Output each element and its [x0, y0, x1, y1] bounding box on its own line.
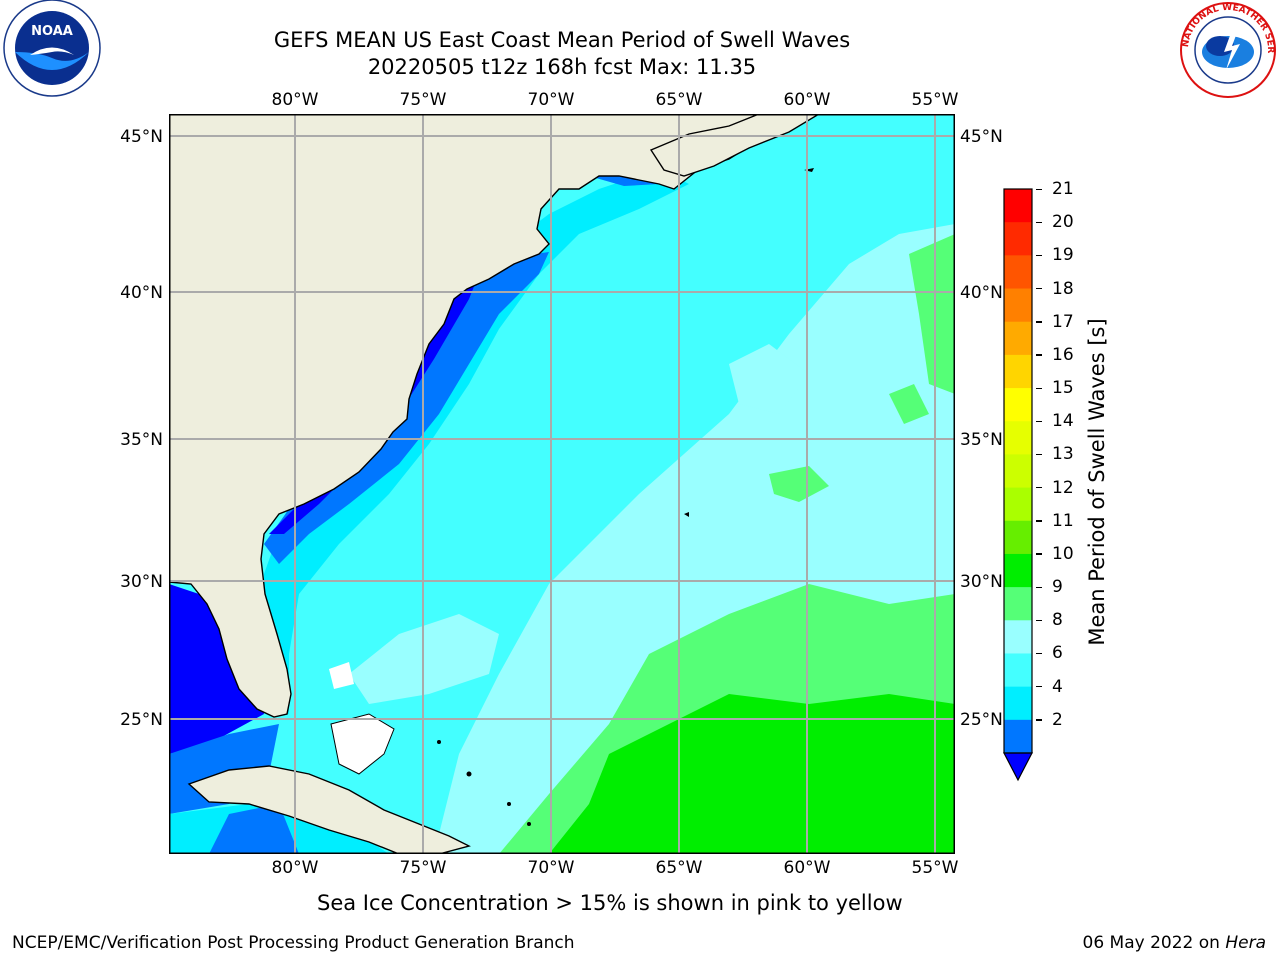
- lat-tick-left: 40°N: [120, 283, 163, 303]
- lat-tick-left: 25°N: [120, 710, 163, 730]
- machine-name: Hera: [1225, 933, 1266, 953]
- lon-tick-bottom: 60°W: [783, 858, 831, 878]
- date-text: 06 May 2022 on Hera: [1083, 933, 1267, 953]
- colorbar-segment: [1004, 222, 1032, 256]
- chart-title: GEFS MEAN US East Coast Mean Period of S…: [273, 28, 851, 52]
- colorbar-segment: [1004, 620, 1032, 654]
- colorbar-label: Mean Period of Swell Waves [s]: [1085, 318, 1109, 646]
- lat-tick-right: 45°N: [960, 127, 1003, 147]
- noaa-logo-text: NOAA: [31, 24, 73, 39]
- lat-tick-left: 35°N: [120, 430, 163, 450]
- lon-tick-top: 55°W: [911, 90, 959, 110]
- colorbar-segment: [1004, 520, 1032, 555]
- colorbar-tick-mark: [1036, 321, 1042, 323]
- colorbar-tick-label: 19: [1052, 245, 1074, 266]
- colorbar-tick-mark: [1036, 420, 1042, 423]
- swell-period-map: [169, 114, 955, 854]
- colorbar-tick-label: 18: [1052, 278, 1074, 299]
- colorbar-tick-label: 2: [1052, 709, 1063, 730]
- nws-logo-icon: NATIONAL WEATHER SERVICE: [1176, 0, 1276, 98]
- colorbar-tick-mark: [1036, 719, 1042, 721]
- colorbar-segment: [1004, 653, 1032, 688]
- colorbar-segment: [1004, 553, 1032, 588]
- colorbar-segment: [1004, 454, 1032, 489]
- lon-tick-top: 65°W: [655, 90, 703, 110]
- colorbar-segment: [1004, 421, 1032, 455]
- colorbar-tick-mark: [1036, 619, 1042, 622]
- colorbar-tick-mark: [1036, 520, 1042, 522]
- green-region: [549, 694, 955, 854]
- colorbar-segment: [1004, 587, 1032, 621]
- colorbar-segment: [1004, 388, 1032, 422]
- colorbar-tick-mark: [1036, 254, 1042, 257]
- colorbar-tick-label: 10: [1052, 543, 1074, 564]
- colorbar-tick-mark: [1036, 354, 1042, 356]
- colorbar: [1003, 188, 1033, 782]
- lon-tick-bottom: 55°W: [911, 858, 959, 878]
- colorbar-segment: [1004, 354, 1032, 389]
- colorbar-segment: [1004, 189, 1032, 223]
- colorbar-segment: [1004, 487, 1032, 522]
- lon-tick-top: 80°W: [271, 90, 319, 110]
- colorbar-tick-label: 17: [1052, 311, 1074, 332]
- lon-tick-bottom: 65°W: [655, 858, 703, 878]
- colorbar-tick-label: 8: [1052, 610, 1063, 631]
- colorbar-frame: [1003, 188, 1033, 754]
- colorbar-segment: [1004, 288, 1032, 323]
- graticule: [169, 114, 955, 854]
- lat-tick-right: 25°N: [960, 710, 1003, 730]
- colorbar-tick-mark: [1036, 487, 1042, 489]
- colorbar-tick-label: 11: [1052, 510, 1074, 531]
- colorbar-tick-label: 16: [1052, 344, 1074, 365]
- colorbar-tick-label: 9: [1052, 577, 1063, 598]
- colorbar-segment: [1004, 686, 1032, 721]
- lat-tick-right: 30°N: [960, 572, 1003, 592]
- lon-tick-top: 75°W: [399, 90, 447, 110]
- colorbar-under-arrow: [1003, 752, 1033, 782]
- lon-tick-top: 70°W: [527, 90, 575, 110]
- colorbar-tick-mark: [1036, 686, 1042, 688]
- colorbar-tick-label: 15: [1052, 378, 1074, 399]
- colorbar-tick-mark: [1036, 553, 1042, 555]
- north-america-land: [169, 114, 810, 718]
- lat-tick-left: 30°N: [120, 572, 163, 592]
- credit-text: NCEP/EMC/Verification Post Processing Pr…: [12, 933, 575, 953]
- lon-tick-bottom: 70°W: [527, 858, 575, 878]
- date-value: 06 May 2022 on: [1082, 933, 1226, 953]
- sea-ice-note: Sea Ice Concentration > 15% is shown in …: [317, 891, 903, 915]
- colorbar-tick-mark: [1036, 221, 1042, 223]
- lat-tick-left: 45°N: [120, 127, 163, 147]
- map-frame: [169, 114, 955, 854]
- colorbar-tick-label: 4: [1052, 676, 1063, 697]
- colorbar-tick-label: 21: [1052, 179, 1074, 199]
- lon-tick-bottom: 75°W: [399, 858, 447, 878]
- colorbar-tick-label: 6: [1052, 643, 1063, 664]
- colorbar-tick-mark: [1036, 288, 1042, 290]
- colorbar-segment: [1004, 255, 1032, 290]
- colorbar-tick-mark: [1036, 453, 1042, 456]
- colorbar-tick-mark: [1036, 652, 1042, 655]
- colorbar-tick-mark: [1036, 387, 1042, 389]
- colorbar-tick-label: 14: [1052, 411, 1074, 432]
- lat-tick-right: 40°N: [960, 283, 1003, 303]
- colorbar-tick-label: 13: [1052, 444, 1074, 465]
- lon-tick-bottom: 80°W: [271, 858, 319, 878]
- noaa-logo-icon: NOAA: [3, 0, 101, 97]
- colorbar-tick-mark: [1036, 586, 1042, 588]
- colorbar-tick-label: 20: [1052, 212, 1074, 233]
- chart-subtitle: 20220505 t12z 168h fcst Max: 11.35: [367, 55, 757, 79]
- lon-tick-top: 60°W: [783, 90, 831, 110]
- colorbar-tick-mark: [1036, 188, 1042, 190]
- colorbar-segment: [1004, 321, 1032, 356]
- colorbar-segment: [1004, 719, 1032, 754]
- lat-tick-right: 35°N: [960, 430, 1003, 450]
- colorbar-tick-label: 12: [1052, 477, 1074, 498]
